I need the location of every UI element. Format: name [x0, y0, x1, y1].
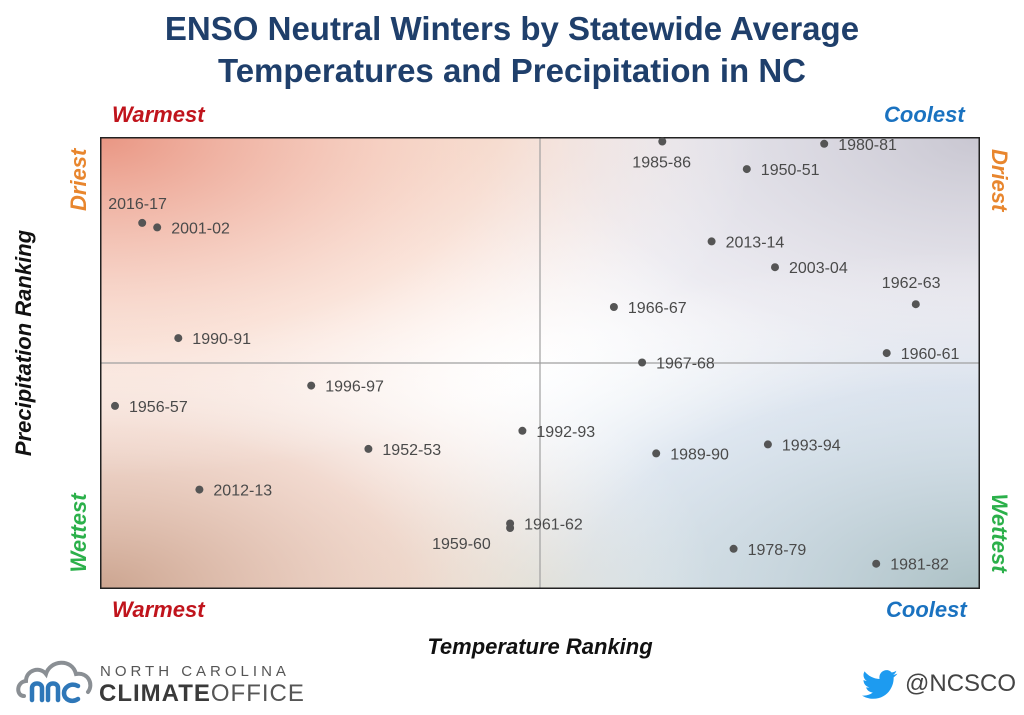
right-wettest-label: Wettest — [987, 493, 1012, 573]
point-label-1961-62: 1961-62 — [524, 517, 583, 534]
point-label-1980-81: 1980-81 — [838, 137, 897, 154]
logo-north-carolina: NORTH CAROLINA — [100, 663, 290, 680]
point-2003-04 — [771, 263, 779, 272]
point-label-1996-97: 1996-97 — [325, 379, 384, 396]
point-1990-91 — [174, 334, 183, 343]
plot-border — [100, 137, 980, 589]
top-left-warmest-label: Warmest — [112, 102, 205, 127]
point-label-1959-60: 1959-60 — [432, 536, 491, 553]
point-1956-57 — [111, 401, 119, 410]
point-1961-62 — [506, 519, 515, 528]
point-1996-97 — [307, 381, 316, 390]
point-label-1952-53: 1952-53 — [382, 442, 441, 459]
point-2013-14 — [707, 237, 716, 246]
point-label-1962-63: 1962-63 — [882, 275, 941, 292]
point-1981-82 — [872, 559, 881, 568]
point-1978-79 — [729, 544, 738, 553]
logo-office: OFFICE — [210, 680, 305, 707]
logo-climate: CLIMATE — [99, 680, 211, 707]
point-1993-94 — [763, 440, 772, 449]
cloud-logo-icon — [16, 660, 93, 703]
logo-climate-office: CLIMATEOFFICE — [99, 680, 305, 708]
point-label-2012-13: 2012-13 — [213, 483, 272, 500]
bottom-left-warmest-label: Warmest — [112, 597, 205, 622]
point-2012-13 — [195, 485, 204, 494]
point-label-1981-82: 1981-82 — [890, 557, 949, 574]
x-axis-title: Temperature Ranking — [427, 634, 653, 659]
point-1980-81 — [820, 139, 829, 148]
left-driest-label: Driest — [66, 148, 91, 211]
point-1992-93 — [518, 426, 527, 435]
point-1985-86 — [658, 137, 667, 146]
top-right-coolest-label: Coolest — [884, 102, 965, 127]
point-label-1966-67: 1966-67 — [628, 300, 687, 317]
point-1950-51 — [742, 165, 751, 174]
left-wettest-label: Wettest — [66, 493, 91, 573]
bottom-right-coolest-label: Coolest — [886, 597, 967, 622]
point-label-2016-17: 2016-17 — [108, 196, 167, 213]
point-label-1990-91: 1990-91 — [192, 331, 251, 348]
point-label-1992-93: 1992-93 — [536, 424, 595, 441]
point-label-1960-61: 1960-61 — [901, 346, 960, 363]
point-label-1950-51: 1950-51 — [761, 162, 820, 179]
chart-title-line2: Temperatures and Precipitation in NC — [217, 52, 806, 89]
point-1952-53 — [364, 444, 373, 453]
point-label-1967-68: 1967-68 — [656, 356, 715, 373]
point-label-2003-04: 2003-04 — [789, 260, 848, 277]
point-label-2001-02: 2001-02 — [171, 220, 230, 237]
point-label-1985-86: 1985-86 — [632, 155, 691, 172]
point-label-1993-94: 1993-94 — [782, 437, 841, 454]
point-label-1978-79: 1978-79 — [748, 542, 807, 559]
y-axis-title: Precipitation Ranking — [11, 229, 36, 457]
point-2016-17 — [138, 218, 147, 227]
point-1966-67 — [609, 303, 618, 311]
point-label-1989-90: 1989-90 — [670, 446, 729, 463]
point-label-2013-14: 2013-14 — [726, 234, 785, 251]
point-label-1956-57: 1956-57 — [129, 399, 188, 416]
point-1989-90 — [652, 449, 661, 458]
right-driest-label: Driest — [987, 149, 1012, 212]
chart-title-line1: ENSO Neutral Winters by Statewide Averag… — [164, 10, 860, 47]
point-1962-63 — [911, 300, 920, 309]
point-1960-61 — [882, 349, 891, 358]
point-1967-68 — [638, 358, 647, 367]
twitter-bird-icon — [862, 670, 898, 699]
point-2001-02 — [153, 223, 162, 232]
twitter-handle: @NCSCO — [905, 670, 1017, 697]
